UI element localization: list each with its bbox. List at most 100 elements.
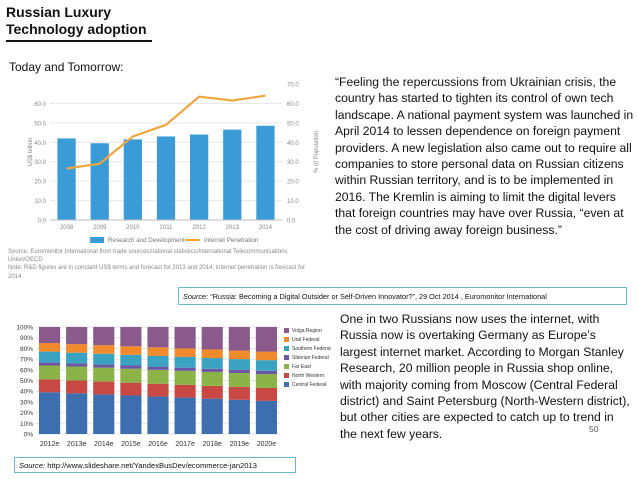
- x-tick-label: 2020e: [257, 441, 277, 448]
- stack-segment: [147, 396, 169, 434]
- stack-segment: [120, 395, 142, 434]
- legend-swatch: [284, 346, 289, 351]
- y-right-tick-label: 0.0: [287, 219, 296, 225]
- slide-title: Russian Luxury Technology adoption: [6, 4, 147, 38]
- stack-segment: [174, 370, 196, 385]
- legend-label-internet: Internet Penetration: [204, 237, 259, 244]
- stack-segment: [38, 379, 61, 393]
- stack-segment: [120, 346, 142, 355]
- legend-label: Siberian Federal: [292, 355, 329, 361]
- x-tick-label: 2011: [160, 225, 174, 231]
- rd-bar: [123, 139, 142, 220]
- stack-segment: [147, 355, 169, 367]
- y-left-tick-label: 50.0: [34, 121, 46, 127]
- stack-segment: [147, 383, 169, 397]
- rd-bar: [57, 138, 76, 220]
- x-tick-label: 2009: [93, 225, 107, 231]
- stack-segment: [174, 356, 196, 368]
- legend-label: Central Federal: [292, 382, 326, 388]
- source2-link[interactable]: http://www.slideshare.net/YandexBusDev/e…: [47, 461, 257, 470]
- stack-segment: [66, 393, 88, 434]
- stack-segment: [66, 380, 88, 394]
- stack-segment: [120, 368, 142, 383]
- rd-bar: [190, 134, 209, 220]
- x-tick-label: 2015e: [121, 441, 141, 448]
- stack-segment: [93, 394, 115, 434]
- y-tick-label: 60%: [20, 367, 33, 374]
- legend-label: Volga Region: [292, 328, 322, 334]
- chart1-note-line-3: Note: R&D figures are in constant US$ te…: [8, 265, 306, 272]
- stack-segment: [174, 327, 196, 349]
- stack-segment: [201, 327, 223, 350]
- stack-segment: [66, 352, 88, 364]
- stack-segment: [147, 327, 169, 348]
- legend-label: Far East: [292, 364, 312, 370]
- legend-swatch: [284, 337, 289, 342]
- stack-segment: [228, 327, 250, 351]
- x-tick-label: 2008: [60, 225, 74, 231]
- stack-segment: [201, 368, 223, 372]
- x-tick-label: 2019e: [230, 441, 250, 448]
- y-right-tick-label: 10.0: [287, 199, 299, 205]
- y-right-tick-label: 70.0: [287, 83, 299, 89]
- stack-segment: [255, 387, 278, 401]
- regional-share-chart: 0% 10% 20% 30% 40% 50% 60% 70% 80% 90% 100% 2012e 20…: [16, 325, 331, 449]
- stack-segment: [38, 362, 61, 366]
- y-right-axis-label: % of Population: [314, 131, 320, 173]
- rd-internet-chart: 0.0 10.0 20.0 30.0 40.0 50.0 60.0 0.0 10.0 20.0 30…: [28, 83, 320, 245]
- stack-segment: [38, 392, 61, 434]
- stack-segment: [93, 367, 115, 382]
- y-right-tick-label: 60.0: [287, 102, 299, 108]
- legend-swatch: [284, 364, 289, 369]
- stack-segment: [120, 327, 142, 347]
- x-tick-label: 2016e: [148, 441, 168, 448]
- x-tick-label: 2017e: [175, 441, 195, 448]
- x-tick-label: 2018e: [202, 441, 222, 448]
- x-tick-label: 2012: [192, 225, 206, 231]
- source1-label: Source:: [183, 292, 209, 301]
- stack-segment: [120, 365, 142, 369]
- stack-segment: [255, 360, 278, 371]
- title-underline: [6, 40, 152, 42]
- legend-swatch: [284, 373, 289, 378]
- y-tick-label: 10%: [20, 421, 33, 428]
- title-line-2: Technology adoption: [6, 21, 147, 37]
- source2-label: Source:: [19, 461, 46, 470]
- stack-segment: [255, 351, 278, 361]
- x-tick-label: 2014: [259, 225, 273, 231]
- y-tick-label: 40%: [20, 389, 33, 396]
- legend-swatch: [284, 355, 289, 360]
- stack-segment: [174, 348, 196, 357]
- rd-bar: [223, 129, 242, 220]
- y-tick-label: 80%: [20, 346, 33, 353]
- stack-segment: [38, 327, 61, 344]
- chart1-source-note: Source: Euromonitor International from t…: [8, 248, 328, 281]
- legend-label: North Western: [292, 373, 324, 379]
- stack-segment: [228, 359, 250, 370]
- x-tick-label: 2014e: [94, 441, 114, 448]
- stack-segment: [66, 327, 88, 345]
- stack-segment: [38, 343, 61, 352]
- stack-segment: [66, 363, 88, 367]
- x-tick-label: 2010: [126, 225, 140, 231]
- stack-segment: [120, 382, 142, 396]
- y-left-tick-label: 30.0: [34, 160, 46, 166]
- chart1-note-line-4: 2014: [8, 273, 22, 280]
- y-left-axis-label: US$ billion: [28, 138, 34, 167]
- legend-label: Ural Federal: [292, 337, 320, 343]
- stack-segment: [201, 371, 223, 386]
- legend-swatch-rd: [90, 237, 104, 243]
- stack-segment: [255, 400, 278, 434]
- y-tick-label: 0%: [24, 432, 34, 439]
- y-tick-label: 90%: [20, 335, 33, 342]
- stack-segment: [93, 364, 115, 368]
- legend-swatch: [284, 328, 289, 333]
- stack-segment: [201, 349, 223, 359]
- stack-segment: [255, 370, 278, 375]
- legend-label: Southern Federal: [292, 346, 331, 352]
- stack-segment: [228, 373, 250, 387]
- y-left-tick-label: 10.0: [34, 199, 46, 205]
- y-tick-label: 30%: [20, 399, 33, 406]
- stack-segment: [93, 353, 115, 365]
- quote-paragraph: “Feeling the repercussions from Ukrainia…: [335, 75, 634, 237]
